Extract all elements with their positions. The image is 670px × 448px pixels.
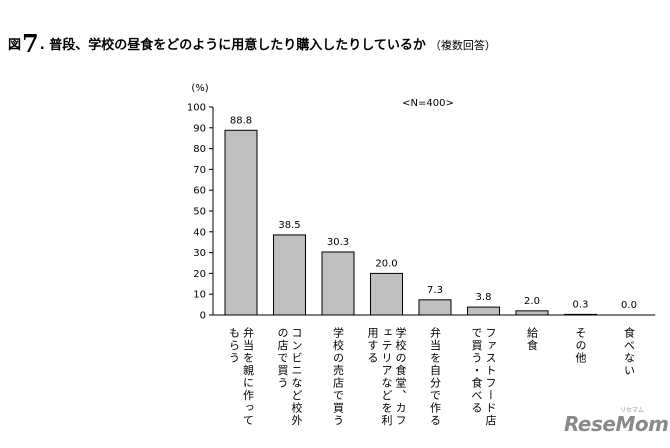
title-note: （複数回答）	[429, 39, 496, 52]
x-category-label: ェテリアなどを利	[380, 327, 393, 427]
y-tick-label: 40	[193, 227, 206, 238]
bar-value-label: 0.3	[573, 299, 589, 310]
x-category-label: 用する	[366, 327, 379, 365]
bar-value-label: 20.0	[375, 258, 397, 269]
figure-dot: .	[39, 38, 45, 53]
resemom-logo: ReseMom	[564, 412, 669, 436]
x-category-label: 学校の売店で買う	[332, 326, 345, 427]
chart-title: 図7. 普段、学校の昼食をどのように用意したり購入したりしているか （複数回答）	[8, 26, 496, 58]
x-category-label: 給食	[526, 326, 539, 352]
y-tick-label: 60	[193, 186, 206, 197]
bar	[273, 234, 306, 316]
resemom-logo-sub: リセマム	[620, 407, 645, 414]
bar	[321, 251, 355, 316]
bar-value-label: 7.3	[427, 285, 443, 296]
figure-number: 7	[22, 29, 39, 58]
y-tick-label: 50	[193, 207, 206, 218]
y-tick-label: 0	[200, 311, 206, 322]
x-category-label: もらう	[228, 327, 241, 365]
bar	[418, 299, 452, 316]
title-text: 普段、学校の昼食をどのように用意したり購入したりしているか	[49, 38, 426, 53]
bar	[564, 313, 597, 316]
x-category-label: コンビニなど校外	[290, 327, 303, 427]
bar	[224, 129, 258, 316]
bar-value-label: 38.5	[278, 220, 300, 231]
sample-size-annotation: <N=400>	[402, 98, 454, 109]
bar-value-label: 88.8	[230, 115, 252, 126]
x-category-label: 弁当を親に作って	[242, 326, 255, 427]
bar	[370, 272, 403, 316]
y-tick-label: 20	[193, 269, 206, 280]
y-tick-label: 10	[193, 290, 206, 301]
y-tick-label: 100	[187, 103, 206, 114]
bar-value-label: 2.0	[524, 296, 540, 307]
x-category-label: 食べない	[623, 326, 636, 377]
x-category-label: 弁当を自分で作る	[429, 326, 442, 427]
bar-value-label: 0.0	[621, 300, 637, 311]
x-category-label: で買う・食べる	[470, 327, 483, 415]
figure-label: 図	[8, 38, 22, 53]
y-tick-label: 90	[193, 123, 206, 134]
y-tick-label: 70	[193, 165, 206, 176]
y-axis-label: (%)	[191, 83, 208, 94]
bar	[467, 306, 500, 316]
y-tick-label: 80	[193, 144, 206, 155]
bar-value-label: 30.3	[327, 237, 349, 248]
x-category-label: 学校の食堂、カフ	[394, 326, 407, 427]
x-category-label: の店で買う	[276, 327, 289, 390]
x-category-label: ファストフード店	[484, 327, 497, 427]
bar-value-label: 3.8	[476, 292, 492, 303]
x-category-label: その他	[574, 327, 587, 365]
y-tick-label: 30	[193, 248, 206, 259]
bar	[515, 310, 549, 316]
